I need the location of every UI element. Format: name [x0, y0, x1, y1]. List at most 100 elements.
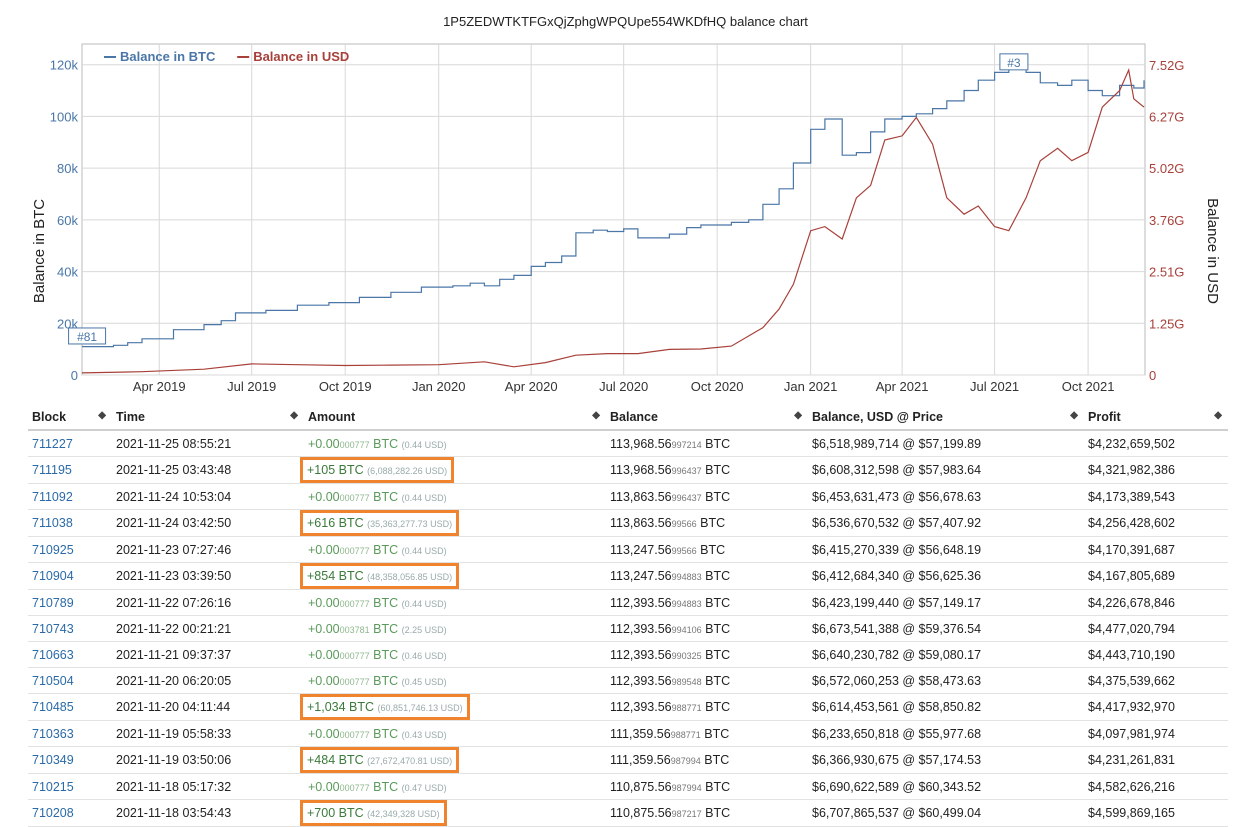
amount-cell: +0.00000777 BTC (0.44 USD): [304, 589, 606, 616]
x-tick-label: Jul 2019: [227, 379, 276, 394]
block-link[interactable]: 710349: [28, 746, 112, 774]
balance-fraction: 994106: [671, 624, 702, 635]
profit-cell: $4,226,678,846: [1084, 589, 1228, 616]
block-link[interactable]: 710485: [28, 693, 112, 721]
table-row: 711092 2021-11-24 10:53:04 +0.00000777 BTC…: [28, 483, 1228, 510]
balance-fraction: 997214: [671, 439, 702, 450]
sort-icon[interactable]: ◆: [1214, 410, 1222, 421]
balance-usd-cell: $6,412,684,340 @ $56,625.36: [808, 562, 1084, 590]
amount-value: +105 BTC: [307, 463, 364, 477]
x-axis: Apr 2019 Jul 2019 Oct 2019 Jan 2020 Apr 2020…: [133, 379, 1115, 394]
profit-cell: $4,173,389,543: [1084, 483, 1228, 510]
col-time[interactable]: Time ◆: [112, 405, 304, 431]
amount-cell: +0.00000777 BTC (0.43 USD): [304, 720, 606, 747]
col-balance[interactable]: Balance ◆: [606, 405, 808, 431]
block-link[interactable]: 711195: [28, 456, 112, 484]
col-profit[interactable]: Profit ◆: [1084, 405, 1228, 431]
balance-value: 113,863.56: [610, 516, 672, 530]
amount-usd: (60,851,746.13 USD): [377, 703, 463, 713]
table-row: 710925 2021-11-23 07:27:46 +0.00000777 BTC…: [28, 536, 1228, 563]
table-row: 710789 2021-11-22 07:26:16 +0.00000777 BTC…: [28, 589, 1228, 616]
time-cell: 2021-11-21 09:37:37: [112, 641, 304, 668]
amount-value: +616 BTC: [307, 516, 364, 530]
block-link[interactable]: 710925: [28, 536, 112, 563]
y-tick-label: 120k: [50, 58, 79, 73]
balance-usd-cell: $6,536,670,532 @ $57,407.92: [808, 509, 1084, 537]
time-cell: 2021-11-25 08:55:21: [112, 430, 304, 457]
block-link[interactable]: 710363: [28, 720, 112, 747]
amount-cell: +854 BTC (48,358,056.85 USD): [300, 562, 606, 590]
balance-value: 113,968.56: [610, 436, 672, 451]
block-link[interactable]: 710215: [28, 773, 112, 800]
time-cell: 2021-11-24 03:42:50: [112, 509, 304, 537]
balance-usd-cell: $6,614,453,561 @ $58,850.82: [808, 693, 1084, 721]
profit-cell: $4,170,391,687: [1084, 536, 1228, 563]
block-link[interactable]: 710904: [28, 562, 112, 590]
legend-entry: Balance in BTC: [120, 49, 216, 64]
balance-value: 112,393.56: [610, 647, 672, 662]
legend-entry: Balance in USD: [253, 49, 349, 64]
balance-unit: BTC: [701, 700, 731, 714]
balance-usd-cell: $6,572,060,253 @ $58,473.63: [808, 667, 1084, 694]
block-link[interactable]: 711227: [28, 430, 112, 457]
annotation-flag: [68, 327, 107, 345]
x-tick-label: Jan 2020: [412, 379, 466, 394]
amount-value: +0.00: [308, 779, 340, 794]
x-tick-label: Oct 2019: [319, 379, 372, 394]
balance-cell: 111,359.56987994 BTC: [606, 746, 808, 774]
sort-icon[interactable]: ◆: [794, 410, 802, 421]
amount-usd: (0.45 USD): [401, 676, 447, 687]
amount-value: +0.00: [308, 621, 340, 636]
usd-balance-line: [81, 67, 1145, 374]
block-link[interactable]: 710743: [28, 615, 112, 642]
y2-tick-label: 0: [1149, 368, 1156, 383]
table-row: 710208 2021-11-18 03:54:43 +700 BTC (42,34…: [28, 799, 1228, 827]
amount-cell: +700 BTC (42,349,328 USD): [300, 799, 606, 827]
amount-usd: (0.44 USD): [401, 492, 447, 503]
amount-cell: +484 BTC (27,672,470.81 USD): [300, 746, 606, 774]
sort-icon[interactable]: ◆: [290, 410, 298, 421]
balance-usd-cell: $6,233,650,818 @ $55,977.68: [808, 720, 1084, 747]
block-link[interactable]: 710208: [28, 799, 112, 827]
balance-usd-cell: $6,707,865,537 @ $60,499.04: [808, 799, 1084, 827]
y-tick-label: 100k: [50, 109, 79, 124]
sort-icon[interactable]: ◆: [592, 410, 600, 421]
balance-unit: BTC: [701, 463, 731, 477]
block-link[interactable]: 710789: [28, 589, 112, 616]
amount-cell: +0.00000777 BTC (0.47 USD): [304, 773, 606, 800]
time-cell: 2021-11-23 03:39:50: [112, 562, 304, 590]
btc-balance-line: [82, 67, 1145, 348]
block-link[interactable]: 710504: [28, 667, 112, 694]
balance-fraction: 996437: [671, 492, 702, 503]
balance-unit: BTC: [701, 489, 731, 504]
block-link[interactable]: 711038: [28, 509, 112, 537]
balance-usd-cell: $6,690,622,589 @ $60,343.52: [808, 773, 1084, 800]
col-balance-usd[interactable]: Balance, USD @ Price ◆: [808, 405, 1084, 431]
balance-unit: BTC: [701, 673, 731, 688]
profit-cell: $4,375,539,662: [1084, 667, 1228, 694]
amount-unit: BTC: [369, 621, 399, 636]
amount-usd: (0.47 USD): [401, 782, 447, 793]
chart-series: [81, 67, 1145, 374]
sort-icon[interactable]: ◆: [1070, 410, 1078, 421]
col-block[interactable]: Block ◆: [28, 405, 112, 431]
table-row: 710504 2021-11-20 06:20:05 +0.00000777 BTC…: [28, 667, 1228, 694]
y2-tick-label: 5.02G: [1149, 161, 1184, 176]
balance-usd-cell: $6,608,312,598 @ $57,983.64: [808, 456, 1084, 484]
amount-cell: +0.00000777 BTC (0.45 USD): [304, 667, 606, 694]
profit-cell: $4,256,428,602: [1084, 509, 1228, 537]
block-link[interactable]: 710663: [28, 641, 112, 668]
amount-value: +0.00: [308, 673, 340, 688]
amount-fraction: 000777: [339, 676, 370, 687]
balance-fraction: 987994: [670, 756, 701, 766]
amount-value: +1,034 BTC: [307, 700, 375, 714]
col-amount[interactable]: Amount ◆: [304, 405, 606, 431]
sort-icon[interactable]: ◆: [98, 410, 106, 421]
amount-usd: (0.46 USD): [401, 650, 447, 661]
balance-cell: 113,968.56996437 BTC: [606, 456, 808, 484]
x-tick-label: Apr 2021: [876, 379, 929, 394]
block-link[interactable]: 711092: [28, 483, 112, 510]
amount-usd: (42,349,328 USD): [367, 809, 440, 819]
balance-fraction: 987994: [671, 782, 702, 793]
amount-value: +0.00: [308, 436, 340, 451]
